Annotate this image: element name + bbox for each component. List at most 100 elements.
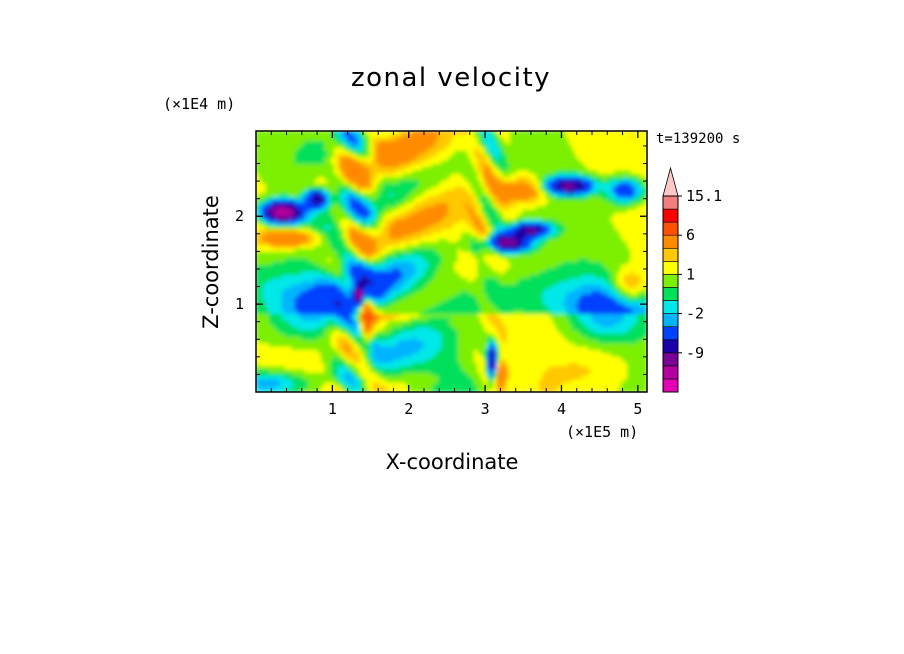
contour-cell [627, 339, 632, 344]
contour-cell [594, 352, 599, 357]
contour-cell [509, 346, 514, 350]
contour-cell [447, 385, 452, 390]
contour-cell [256, 375, 260, 380]
contour-cell [620, 372, 625, 376]
contour-cell [317, 264, 322, 269]
contour-cell [480, 342, 485, 347]
contour-cell [256, 332, 260, 337]
contour-cell [421, 274, 426, 279]
contour-cell [369, 310, 374, 314]
contour-cell [271, 346, 276, 350]
contour-cell [584, 362, 589, 367]
contour-cell [630, 365, 635, 370]
contour-cell [506, 323, 511, 328]
contour-cell [343, 365, 348, 370]
contour-cell [324, 277, 328, 282]
contour-cell [350, 270, 355, 275]
contour-cell [330, 381, 335, 386]
contour-cell [581, 270, 586, 275]
contour-cell [447, 378, 452, 383]
contour-cell [620, 264, 625, 269]
contour-cell [630, 329, 635, 334]
contour-cell [431, 355, 436, 360]
contour-cell [575, 270, 579, 275]
contour-cell [627, 352, 632, 357]
contour-cell [474, 264, 478, 269]
contour-cell [265, 316, 270, 321]
contour-cell [301, 297, 306, 301]
contour-cell [324, 362, 328, 367]
contour-cell [337, 355, 342, 360]
contour-cell [610, 372, 615, 376]
contour-cell [314, 290, 319, 295]
contour-cell [444, 362, 449, 367]
contour-cell [425, 332, 429, 337]
contour-cell [561, 375, 566, 380]
contour-cell [324, 352, 328, 357]
contour-cell [555, 303, 560, 308]
contour-cell [402, 375, 407, 380]
contour-cell [294, 264, 299, 269]
contour-cell [441, 362, 446, 367]
contour-cell [513, 323, 517, 328]
contour-cell [444, 280, 449, 285]
contour-cell [565, 303, 570, 308]
contour-cell [451, 274, 456, 279]
contour-cell [444, 303, 449, 308]
contour-cell [337, 326, 342, 331]
contour-cell [454, 284, 459, 288]
contour-cell [548, 280, 553, 285]
contour-cell [601, 362, 605, 367]
contour-cell [438, 310, 443, 314]
contour-cell [285, 300, 289, 305]
contour-cell [356, 254, 361, 259]
contour-cell [307, 300, 312, 305]
contour-cell [480, 365, 485, 370]
contour-cell [477, 349, 482, 354]
contour-cell [359, 293, 364, 298]
contour-cell [294, 346, 299, 350]
contour-cell [617, 267, 622, 272]
contour-cell [346, 274, 351, 279]
contour-cell [575, 381, 579, 386]
contour-cell [304, 274, 309, 279]
contour-cell [581, 297, 586, 301]
contour-cell [565, 359, 570, 363]
contour-cell [480, 257, 485, 262]
contour-cell [447, 274, 452, 279]
contour-cell [614, 319, 618, 324]
contour-cell [324, 297, 328, 301]
contour-cell [275, 332, 280, 337]
contour-cell [291, 300, 296, 305]
contour-cell [623, 274, 628, 279]
contour-cell [643, 381, 647, 386]
contour-cell [281, 284, 286, 288]
contour-cell [307, 323, 312, 328]
contour-cell [636, 319, 641, 324]
contour-cell [392, 329, 397, 334]
contour-cell [539, 267, 544, 272]
contour-cell [627, 342, 632, 347]
contour-cell [314, 297, 319, 301]
contour-cell [271, 388, 276, 392]
contour-cell [288, 303, 293, 308]
contour-cell [346, 254, 351, 259]
contour-cell [464, 326, 469, 331]
contour-cell [545, 293, 550, 298]
contour-cell [519, 332, 524, 337]
contour-cell [474, 293, 478, 298]
contour-cell [392, 277, 397, 282]
contour-cell [552, 342, 557, 347]
contour-cell [291, 287, 296, 292]
contour-cell [376, 300, 381, 305]
contour-cell [320, 310, 325, 314]
contour-cell [258, 290, 263, 295]
contour-cell [307, 375, 312, 380]
contour-cell [640, 270, 645, 275]
contour-cell [327, 277, 332, 282]
contour-cell [421, 290, 426, 295]
contour-cell [350, 368, 355, 373]
contour-cell [317, 378, 322, 383]
contour-cell [356, 297, 361, 301]
contour-cell [552, 381, 557, 386]
